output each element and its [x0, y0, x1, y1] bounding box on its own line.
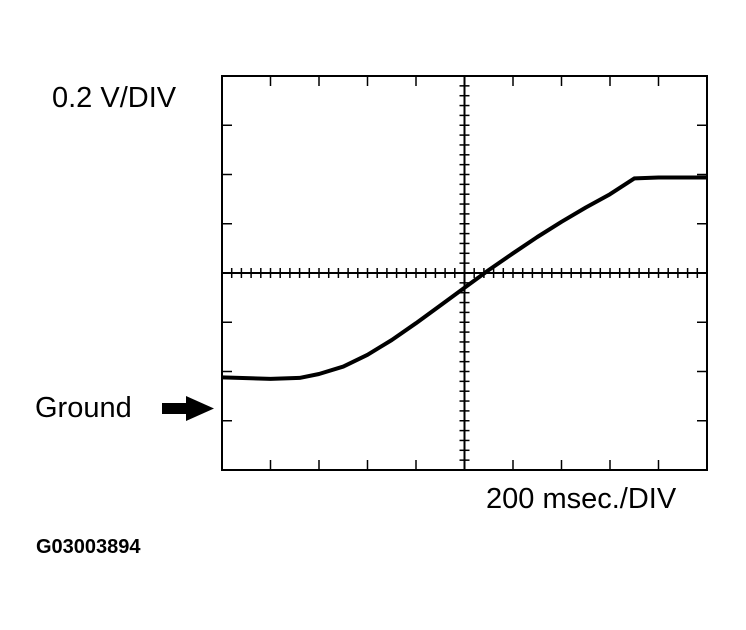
arrow-right-icon — [162, 396, 214, 421]
horizontal-scale-label: 200 msec./DIV — [486, 483, 677, 515]
ground-label: Ground — [35, 392, 132, 424]
vertical-scale-label: 0.2 V/DIV — [52, 82, 177, 114]
figure-id: G03003894 — [36, 536, 141, 558]
graticule — [221, 75, 708, 471]
waveform-line — [221, 175, 707, 381]
